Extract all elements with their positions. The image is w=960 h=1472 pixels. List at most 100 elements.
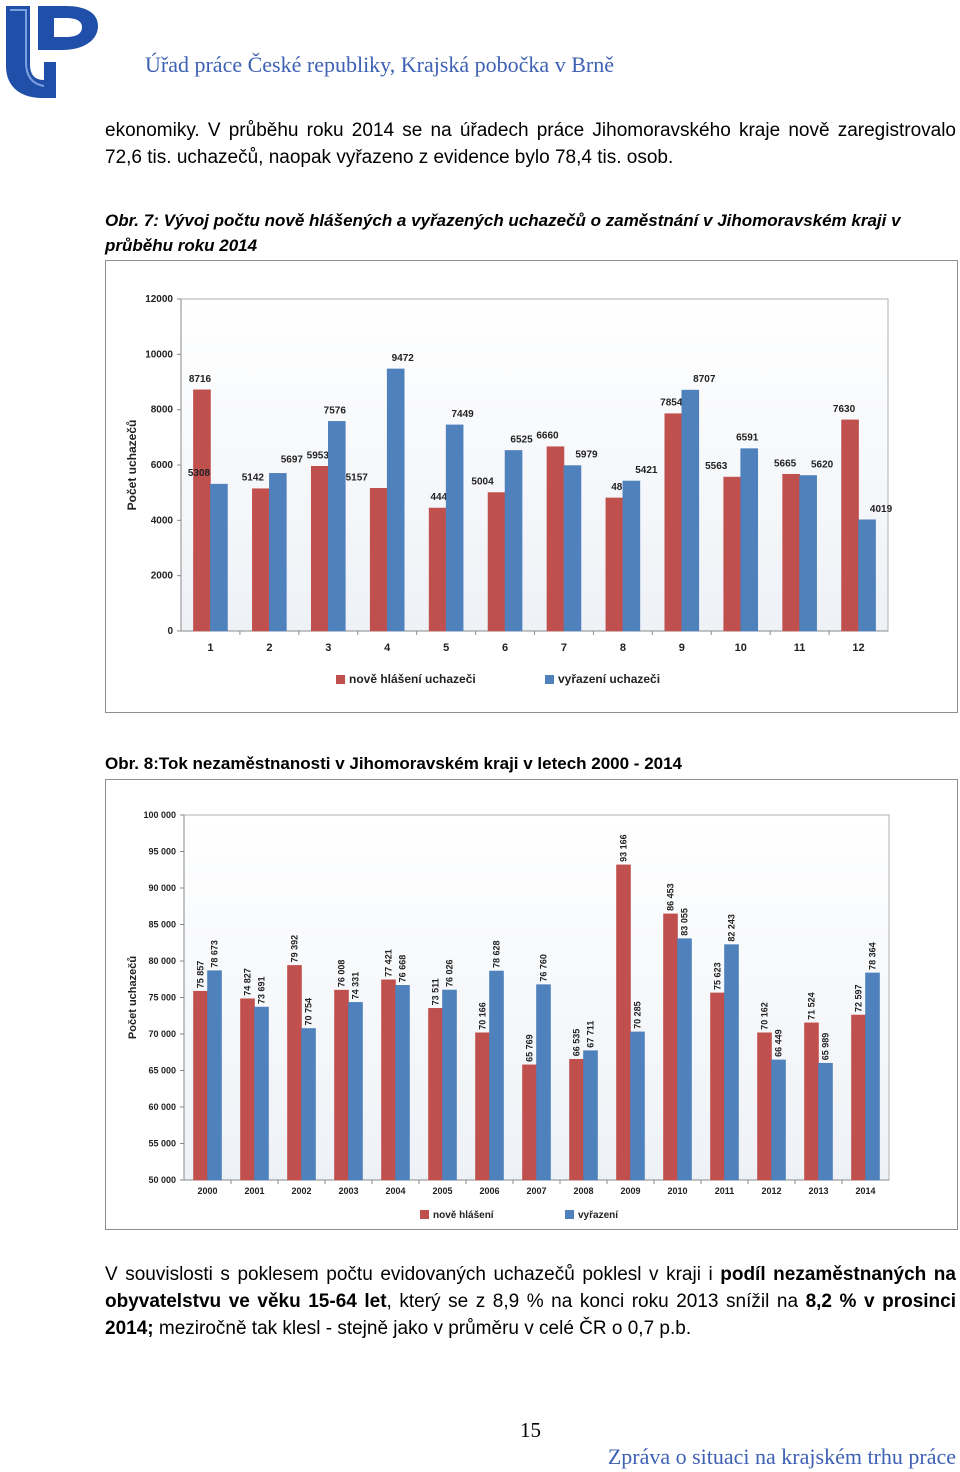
x-tick-label: 5 (443, 642, 449, 654)
data-label: 5142 (242, 473, 265, 484)
bar-removed (677, 938, 692, 1181)
bar-removed (740, 448, 759, 632)
data-label: 70 754 (304, 998, 314, 1026)
y-axis-title: Počet uchazečů (127, 956, 139, 1039)
x-tick-label: 11 (794, 642, 806, 654)
data-label: 5421 (635, 465, 658, 476)
x-tick-label: 4 (384, 642, 391, 654)
data-label: 5697 (281, 454, 304, 465)
data-label: 74 827 (243, 968, 253, 996)
bar-new (782, 473, 800, 632)
bar-new (310, 466, 329, 632)
data-label: 5157 (346, 472, 369, 483)
up-logo (6, 6, 98, 98)
bar-removed (630, 1031, 645, 1181)
data-label: 76 668 (398, 955, 408, 983)
x-tick-label: 3 (325, 642, 331, 654)
bar-new (193, 389, 211, 632)
data-label: 66 449 (774, 1029, 784, 1057)
x-tick-label: 2003 (338, 1186, 358, 1196)
x-tick-label: 2014 (855, 1186, 875, 1196)
x-tick-label: 2009 (620, 1186, 640, 1196)
x-tick-label: 1 (207, 642, 213, 654)
data-label: 75 623 (713, 962, 723, 990)
x-tick-label: 10 (735, 642, 747, 654)
legend-label: vyřazení (578, 1210, 619, 1221)
bar-removed (865, 972, 880, 1181)
data-label: 8707 (693, 374, 716, 385)
x-tick-label: 2006 (479, 1186, 499, 1196)
y-tick-label: 70 000 (148, 1029, 176, 1039)
data-label: 86 453 (666, 883, 676, 911)
data-label: 5620 (811, 460, 834, 471)
bar-removed (269, 473, 287, 632)
x-tick-label: 2012 (761, 1186, 781, 1196)
y-tick-label: 50 000 (148, 1175, 176, 1185)
y-tick-label: 4000 (151, 515, 174, 526)
data-label: 5665 (774, 458, 797, 469)
data-label: 70 166 (478, 1002, 488, 1030)
y-tick-label: 90 000 (148, 883, 176, 893)
x-tick-label: 9 (679, 642, 685, 654)
bar-new (723, 476, 742, 632)
bar-new (757, 1032, 772, 1181)
bar-removed (681, 389, 700, 632)
y-tick-label: 0 (167, 626, 173, 637)
body-text-3: meziročně tak klesl - stejně jako v prům… (153, 1318, 692, 1339)
body-bold-1: podíl nezaměstnaných na obyvatelstvu ve … (105, 1264, 956, 1312)
bar-new (369, 488, 388, 632)
legend-swatch (336, 675, 345, 684)
data-label: 6525 (510, 434, 533, 445)
legend-label: nově hlášení uchazeči (349, 672, 476, 686)
data-label: 79 392 (290, 935, 300, 963)
data-label: 5004 (471, 477, 494, 488)
bar-removed (858, 519, 876, 632)
y-tick-label: 75 000 (148, 993, 176, 1003)
data-label: 73 691 (257, 977, 267, 1005)
figure8-caption-text: 8:Tok nezaměstnanosti v Jihomoravském kr… (139, 754, 683, 773)
legend-swatch (565, 1210, 574, 1219)
data-label: 71 524 (807, 992, 817, 1020)
bar-new (664, 413, 683, 632)
data-label: 6591 (736, 433, 759, 444)
bar-new (851, 1014, 866, 1181)
bar-new (428, 1008, 443, 1181)
bar-removed (583, 1050, 598, 1181)
data-label: 93 166 (619, 834, 629, 862)
bar-removed (386, 368, 405, 632)
figure8-caption-lead: Obr. (105, 754, 140, 773)
data-label: 4019 (870, 504, 893, 515)
data-label: 5308 (188, 468, 211, 479)
bar-new (605, 497, 624, 632)
footer-title: Zpráva o situaci na krajském trhu práce (607, 1444, 956, 1469)
bar-new (804, 1022, 819, 1181)
x-tick-label: 2011 (715, 1186, 735, 1196)
bar-removed (445, 424, 464, 632)
bar-removed (348, 1002, 363, 1181)
body-bold-2: 8,2 % v prosinci 2014; (105, 1291, 956, 1339)
data-label: 78 628 (492, 940, 502, 968)
figure7-caption: Obr. 7: Vývoj počtu nově hlášených a vyř… (105, 208, 956, 258)
bar-removed (799, 475, 817, 632)
x-tick-label: 6 (502, 642, 508, 654)
y-tick-label: 12000 (145, 294, 173, 305)
x-tick-label: 7 (561, 642, 567, 654)
bar-removed (724, 944, 739, 1181)
x-tick-label: 2008 (573, 1186, 593, 1196)
y-tick-label: 100 000 (143, 810, 176, 820)
legend-swatch (545, 675, 554, 684)
x-tick-label: 2 (266, 642, 272, 654)
data-label: 76 026 (445, 959, 455, 987)
data-label: 70 285 (633, 1001, 643, 1029)
y-tick-label: 10000 (145, 349, 173, 360)
chart-monthly-flows: 0 2000 4000 6000 8000 10000 12000 Počet uchazeč… (105, 260, 958, 713)
bar-new (616, 864, 631, 1181)
bar-new (334, 989, 349, 1181)
y-tick-label: 55 000 (148, 1139, 176, 1149)
bar-removed (207, 970, 222, 1181)
bar-new (710, 992, 725, 1181)
data-label: 5979 (575, 450, 598, 461)
x-tick-label: 2007 (526, 1186, 546, 1196)
chart2-svg: 50 000 55 000 60 000 65 000 70 000 75 000 80 0… (127, 810, 890, 1221)
bar-new (287, 965, 302, 1181)
